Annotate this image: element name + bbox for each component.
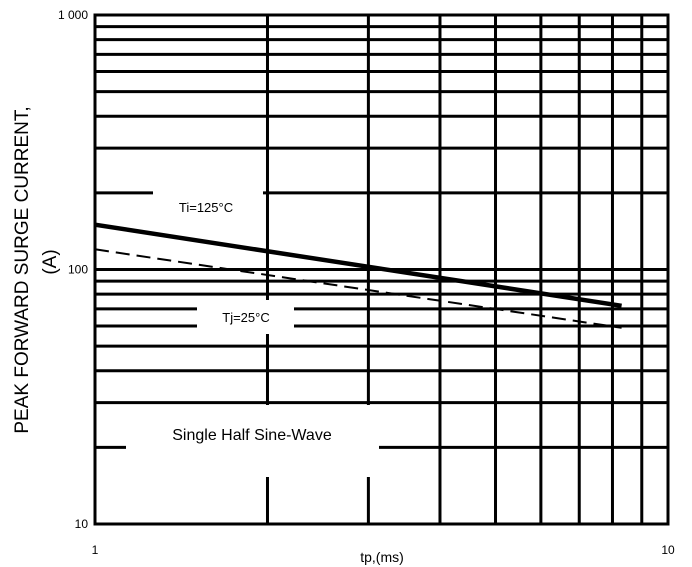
label-bg-125c [153, 186, 263, 226]
y-tick-label-1000: 1 000 [58, 8, 88, 22]
y-axis-label-line1: PEAK FORWARD SURGE CURRENT, [12, 106, 33, 433]
label-bg-sine [126, 405, 379, 477]
series [94, 222, 622, 329]
plot-frame [93, 13, 670, 526]
y-tick-label-10: 10 [75, 517, 89, 531]
y-axis-label-line2: (A) [40, 249, 61, 274]
series-label-125c: Ti=125°C [179, 200, 233, 215]
x-tick-label-10: 10 [661, 543, 675, 557]
label-bg-25c [197, 300, 294, 334]
series-line-0 [94, 222, 622, 309]
label-backgrounds [126, 186, 379, 477]
plot-border [93, 13, 670, 526]
series-line-1 [94, 248, 622, 329]
annotation-single-half-sine-wave: Single Half Sine-Wave [172, 427, 332, 444]
series-label-25c: Tj=25°C [222, 310, 269, 325]
x-axis-label: tp,(ms) [360, 549, 404, 565]
x-tick-label-1: 1 [92, 543, 99, 557]
y-tick-label-100: 100 [68, 263, 88, 277]
